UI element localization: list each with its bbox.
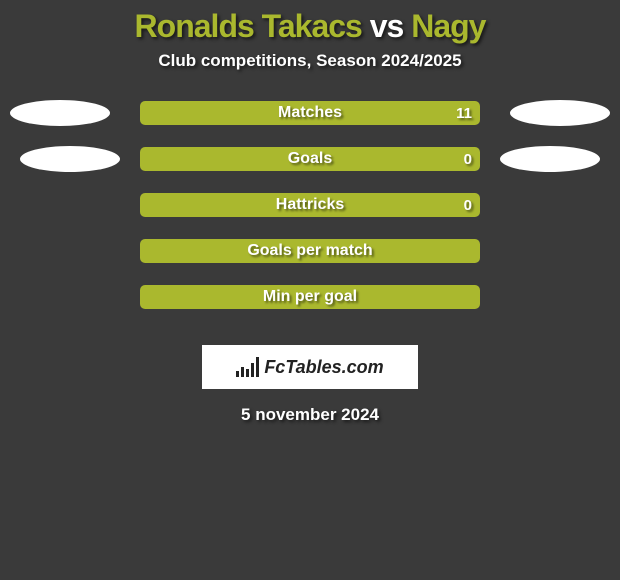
decor-ellipse (510, 100, 610, 126)
title-player-1: Ronalds Takacs (135, 8, 362, 44)
stat-row: Hattricks 0 (0, 193, 620, 239)
stat-value: 0 (464, 151, 472, 168)
stat-label: Hattricks (276, 196, 344, 214)
stat-bar: Hattricks 0 (140, 193, 480, 217)
stat-row: Goals per match (0, 239, 620, 285)
stat-row: Min per goal (0, 285, 620, 331)
stat-label: Goals per match (247, 242, 372, 260)
title-vs: vs (362, 8, 411, 44)
infographic-container: Ronalds Takacs vs Nagy Club competitions… (0, 0, 620, 425)
fctables-logo: FcTables.com (202, 345, 418, 389)
page-title: Ronalds Takacs vs Nagy (0, 8, 620, 45)
stat-value: 0 (464, 197, 472, 214)
stat-bar: Matches 11 (140, 101, 480, 125)
stat-bar: Goals 0 (140, 147, 480, 171)
decor-ellipse (10, 100, 110, 126)
logo-inner: FcTables.com (236, 357, 383, 378)
stats-area: Matches 11 Goals 0 Hattricks 0 Goals per match… (0, 101, 620, 331)
subtitle: Club competitions, Season 2024/2025 (0, 51, 620, 71)
decor-ellipse (20, 146, 120, 172)
stat-label: Min per goal (263, 288, 357, 306)
title-player-2: Nagy (411, 8, 485, 44)
stat-value: 11 (456, 105, 472, 122)
stat-label: Goals (288, 150, 332, 168)
stat-label: Matches (278, 104, 342, 122)
stat-bar: Goals per match (140, 239, 480, 263)
decor-ellipse (500, 146, 600, 172)
bars-icon (236, 357, 260, 377)
stat-bar: Min per goal (140, 285, 480, 309)
logo-text: FcTables.com (264, 357, 383, 378)
date-line: 5 november 2024 (0, 405, 620, 425)
